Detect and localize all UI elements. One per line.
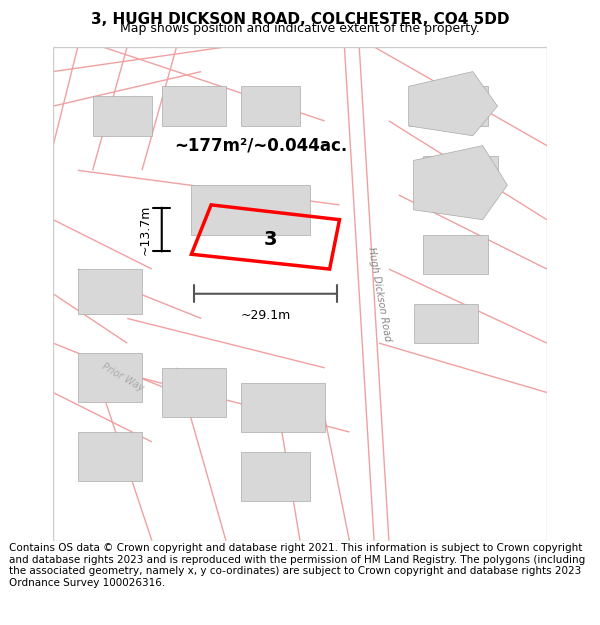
Text: Map shows position and indicative extent of the property.: Map shows position and indicative extent…	[120, 22, 480, 35]
Polygon shape	[424, 234, 488, 274]
Polygon shape	[162, 86, 226, 126]
Polygon shape	[78, 353, 142, 402]
Polygon shape	[409, 86, 488, 126]
Text: Prior Way: Prior Way	[100, 362, 145, 394]
Text: 3: 3	[263, 230, 277, 249]
Polygon shape	[92, 96, 152, 136]
Polygon shape	[413, 304, 478, 343]
Polygon shape	[241, 382, 325, 432]
Text: ~29.1m: ~29.1m	[241, 309, 290, 321]
Polygon shape	[78, 269, 142, 314]
Polygon shape	[241, 86, 300, 126]
Polygon shape	[241, 452, 310, 501]
Text: 3, HUGH DICKSON ROAD, COLCHESTER, CO4 5DD: 3, HUGH DICKSON ROAD, COLCHESTER, CO4 5D…	[91, 12, 509, 27]
Polygon shape	[413, 146, 508, 219]
Text: Contains OS data © Crown copyright and database right 2021. This information is : Contains OS data © Crown copyright and d…	[9, 543, 585, 588]
Polygon shape	[191, 185, 310, 234]
Polygon shape	[162, 368, 226, 418]
Polygon shape	[424, 156, 497, 195]
Text: ~177m²/~0.044ac.: ~177m²/~0.044ac.	[174, 137, 347, 154]
Polygon shape	[409, 71, 497, 136]
Text: Hugh Dickson Road: Hugh Dickson Road	[366, 246, 392, 342]
Text: ~13.7m: ~13.7m	[139, 204, 152, 255]
Polygon shape	[78, 432, 142, 481]
